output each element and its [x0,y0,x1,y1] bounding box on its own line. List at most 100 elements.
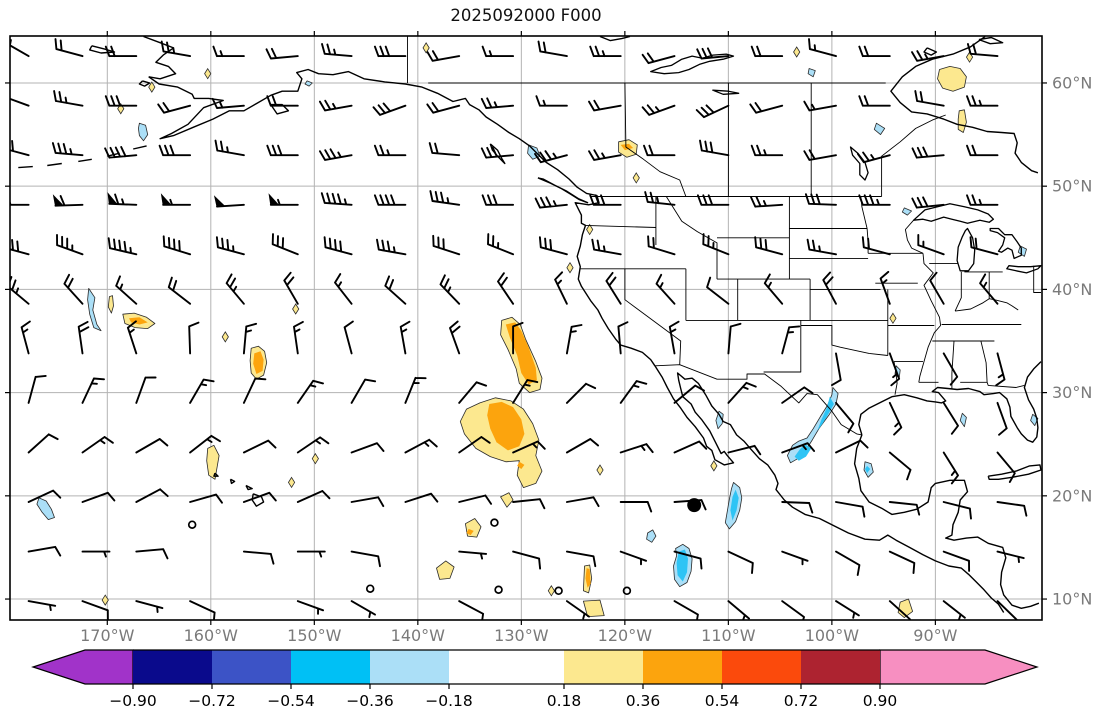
colorbar-right-arrow [879,649,1039,685]
wind-barb [565,382,597,404]
wind-barb [538,236,568,256]
wind-barb [781,325,801,355]
wind-barb [858,194,891,206]
wind-barb [808,38,837,58]
contour-dot-positive [221,331,229,343]
wind-barb [673,550,703,570]
wind-barb [589,45,622,58]
wind-barb [481,194,515,206]
wind-barb [265,47,299,60]
wind-barb [108,193,138,206]
wind-barb [858,45,891,58]
wind-barb [439,274,461,305]
wind-barb [293,320,304,355]
state-border [763,320,802,373]
wind-barb [497,272,515,305]
wind-barb [242,550,275,565]
state-border [585,224,656,228]
wind-barb [135,488,169,503]
wind-barb [51,142,84,157]
wind-barb [54,38,84,58]
wind-barb [426,50,461,62]
wind-barb [888,401,903,436]
wind-barb [668,320,680,355]
lon-tick-label: 110°W [701,626,756,645]
contour-patch-positive-strong [620,143,634,151]
contour-patch-negative [873,122,886,135]
contour-patch-negative [36,497,55,520]
coastline [138,80,151,87]
coastlines-borders [18,36,1042,613]
wind-barb [53,90,84,107]
lake-outline [956,227,976,272]
wind-barb [673,384,705,404]
contour-patch-negative [787,387,839,464]
wind-barb [835,439,869,454]
lon-tick-label: 90°W [913,626,957,645]
wind-barb [480,146,515,159]
wind-barb [914,90,945,107]
wind-barb [512,321,524,355]
wind-barb [56,233,84,256]
wind-barb [858,95,891,107]
wind-barb [189,378,215,404]
wind-barb [644,191,676,206]
wind-barb [269,198,299,206]
wind-barb [162,198,192,206]
wind-barb [384,275,407,305]
contour-patch-negative [1017,245,1027,257]
contour-patch-negative-strong [817,396,834,431]
wind-barb [283,271,299,305]
wind-barb [617,321,629,355]
plot-title: 2025092000 F000 [450,6,602,25]
wind-barb [10,276,30,305]
contour-dot-positive [101,594,109,606]
wind-barb [619,443,654,454]
wind-barb [727,322,742,355]
wind-barb [565,600,590,620]
wind-barb [673,600,699,620]
wind-barb [888,600,911,620]
wind-barb [126,320,138,355]
contour-patch-negative-strong [794,444,812,461]
wind-barb [942,352,959,386]
wind-barb [727,600,750,620]
wind-barb [162,235,192,256]
wind-barb [428,142,461,157]
lon-tick-label: 130°W [494,626,549,645]
wind-barb [372,102,407,116]
wind-barb [754,236,784,256]
lat-tick-label: 20°N [1052,486,1092,505]
state-border [955,298,1019,312]
storm-position-dot [687,498,702,513]
wind-barb [343,320,354,355]
graticule [10,36,1042,620]
wind-barb [655,273,676,305]
contour-dot-positive [586,223,594,236]
wind-barb [157,102,192,114]
wind-barb [107,237,138,256]
contour-patch-negative [715,410,724,430]
wind-barb [537,40,568,58]
wind-barb [554,271,568,305]
state-border [1033,265,1041,293]
wind-barb [323,236,353,256]
contour-patch-negative [138,122,149,142]
wind-barb [966,43,999,58]
wind-barb [831,352,842,387]
contour-patch-positive [436,560,455,580]
wind-barb [27,433,59,454]
wind-barb [512,379,539,404]
wind-barb [104,95,138,107]
coastline [489,143,506,165]
coastline [890,36,1039,174]
state-border [881,114,946,197]
wind-barb [404,438,438,454]
wind-barb [81,436,114,454]
wind-barb [589,194,622,206]
lat-tick-label: 60°N [1052,73,1092,92]
wind-barb [888,451,912,481]
wind-barb [888,550,916,575]
wind-barb [534,196,568,209]
coastline [213,472,219,477]
